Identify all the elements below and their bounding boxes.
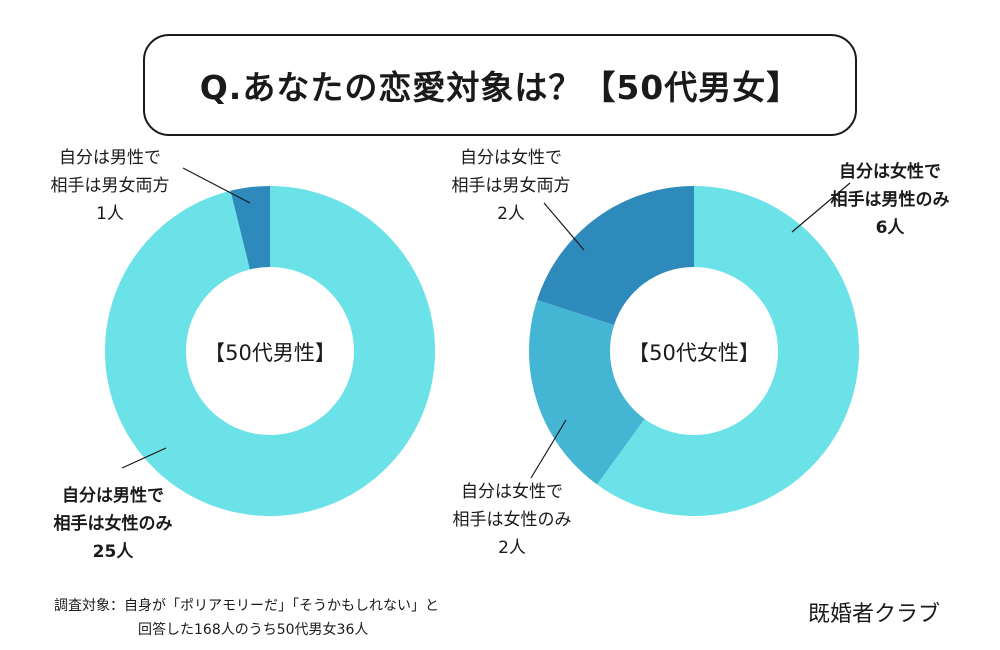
leader-line (791, 182, 851, 233)
donut-slice (529, 300, 645, 485)
chart-title: Q.あなたの恋愛対象は？【50代男女】 (143, 34, 857, 136)
center-label-men: 【50代男性】 (204, 341, 336, 365)
donut-slice (537, 186, 694, 326)
leader-lines (121, 167, 851, 479)
donut-slice (230, 186, 270, 270)
data-label-men-both: 自分は男性で 相手は男女両方 1人 (50, 148, 170, 224)
leader-line (182, 167, 251, 204)
donut-slice (597, 186, 860, 516)
data-label-women-both: 自分は女性で 相手は男女両方 2人 (451, 148, 571, 224)
donut-chart-women (529, 186, 860, 516)
brand-logo-text: 既婚者クラブ (808, 602, 941, 627)
footnote: 調査対象：自身が「ポリアモリーだ」「そうかもしれない」と 回答した168人のうち… (54, 598, 439, 638)
donut-slice (104, 186, 435, 516)
data-label-women-women-only: 自分は女性で 相手は女性のみ 2人 (452, 482, 572, 558)
leader-line (543, 202, 585, 251)
center-label-women: 【50代女性】 (628, 341, 760, 365)
leader-line (530, 419, 567, 479)
leader-line (121, 447, 167, 469)
data-label-women-men-only: 自分は女性で 相手は男性のみ 6人 (830, 162, 950, 238)
data-label-men-women-only: 自分は男性で 相手は女性のみ 25人 (53, 486, 173, 562)
donut-chart-men (104, 186, 435, 516)
